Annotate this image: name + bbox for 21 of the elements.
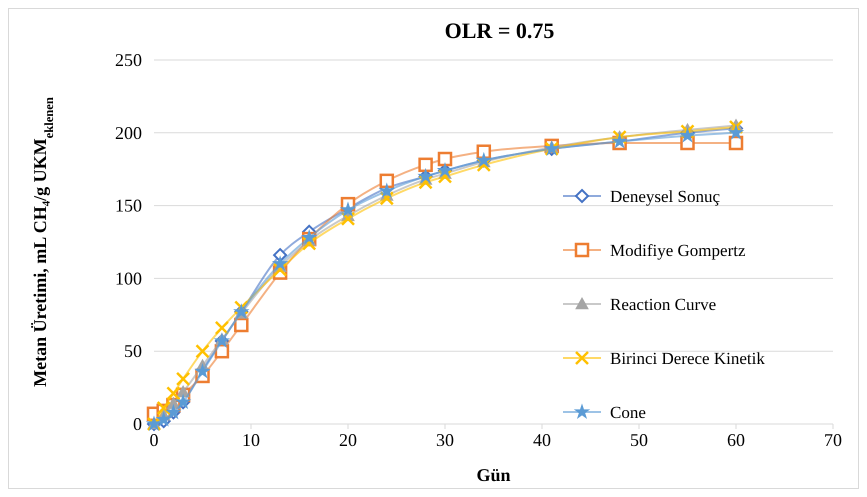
legend-label: Reaction Curve	[610, 295, 716, 314]
x-tick-label: 0	[150, 430, 158, 450]
x-axis-title: Gün	[476, 465, 511, 485]
legend-label: Birinci Derece Kinetik	[610, 349, 766, 368]
x-tick-label: 50	[630, 430, 648, 450]
y-tick-label: 200	[115, 122, 142, 143]
y-tick-label: 250	[115, 50, 142, 70]
x-tick-label: 60	[727, 430, 745, 450]
x-tick-label: 10	[242, 430, 260, 450]
y-tick-label: 150	[115, 196, 142, 216]
chart-title: OLR = 0.75	[444, 18, 554, 43]
legend-label: Cone	[610, 403, 646, 422]
x-tick-label: 20	[339, 430, 357, 450]
x-tick-label: 30	[436, 430, 454, 450]
x-tick-label: 70	[824, 430, 842, 450]
y-tick-label: 0	[133, 414, 142, 434]
legend-label: Modifiye Gompertz	[610, 241, 746, 260]
y-tick-label: 50	[124, 341, 142, 362]
legend-label: Deneysel Sonuç	[610, 187, 720, 206]
y-tick-label: 100	[115, 268, 142, 288]
x-tick-label: 40	[533, 430, 551, 450]
